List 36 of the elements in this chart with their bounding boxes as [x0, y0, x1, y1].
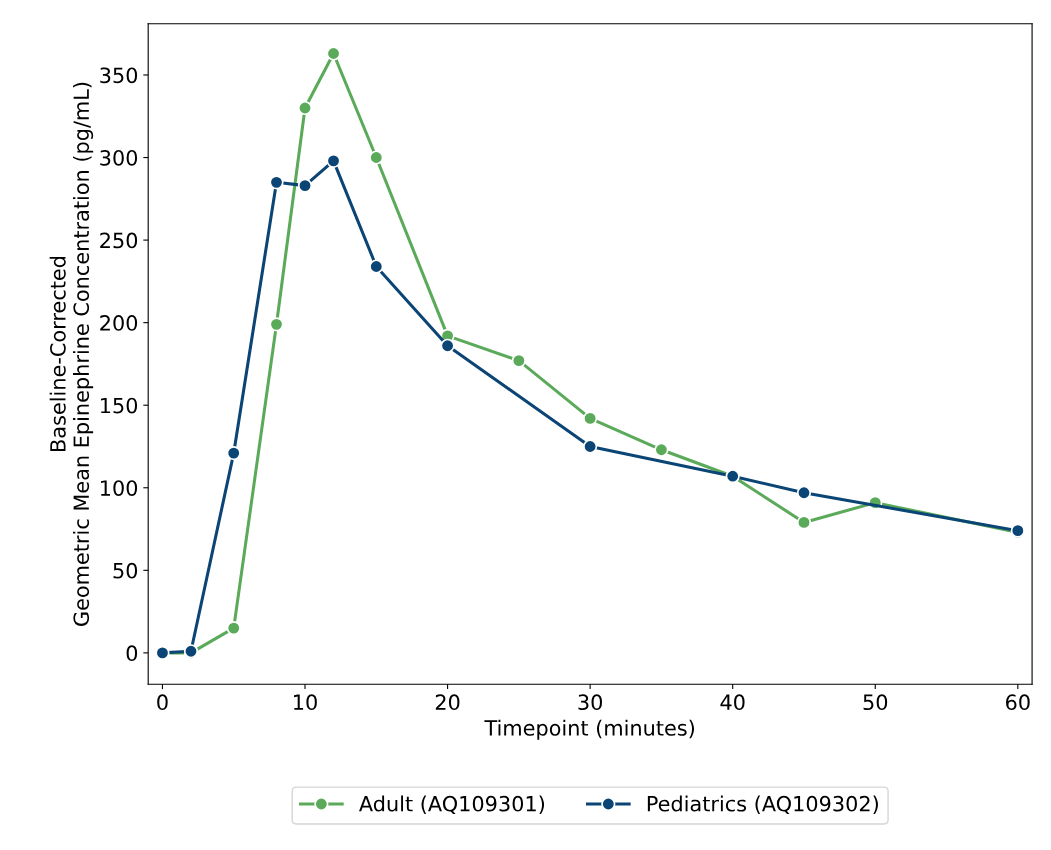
y-tick-label: 50 [113, 562, 138, 579]
x-tick-label: 0 [157, 694, 168, 711]
y-axis-title: Baseline-Corrected Geometric Mean Epinephrine Concentration (pg/mL) [49, 82, 94, 626]
point [583, 439, 598, 454]
point [369, 150, 384, 165]
point [297, 178, 313, 193]
x-tick-label: 40 [720, 694, 745, 711]
point [440, 338, 455, 353]
x-tick-label: 30 [578, 694, 603, 711]
point [326, 153, 341, 168]
y-tick-label: 350 [100, 67, 138, 84]
y-tick-label: 150 [100, 397, 138, 414]
point [796, 515, 812, 530]
point [297, 100, 313, 116]
point [511, 353, 526, 368]
point [269, 175, 284, 190]
point [226, 621, 241, 636]
y-tick-label: 0 [126, 645, 138, 662]
legend-label: Adult (AQ109301) [359, 795, 545, 815]
x-tick-label: 10 [294, 694, 317, 711]
point [269, 317, 284, 332]
point [796, 485, 812, 500]
y-tick-label: 250 [100, 232, 138, 249]
point [583, 411, 598, 426]
y-tick-label: 200 [100, 315, 138, 331]
y-tick-label: 100 [100, 480, 138, 496]
x-axis-title: Timepoint (minutes) [484, 719, 695, 740]
legend-label: Pediatrics (AQ109302) [647, 795, 878, 815]
x-tick-label: 60 [1006, 694, 1030, 711]
x-tick-label: 50 [863, 694, 888, 711]
x-tick-label: 20 [435, 694, 460, 711]
point [369, 259, 384, 274]
point [226, 446, 241, 461]
y-tick-label: 300 [100, 149, 138, 166]
point [654, 442, 669, 457]
point [326, 46, 341, 61]
